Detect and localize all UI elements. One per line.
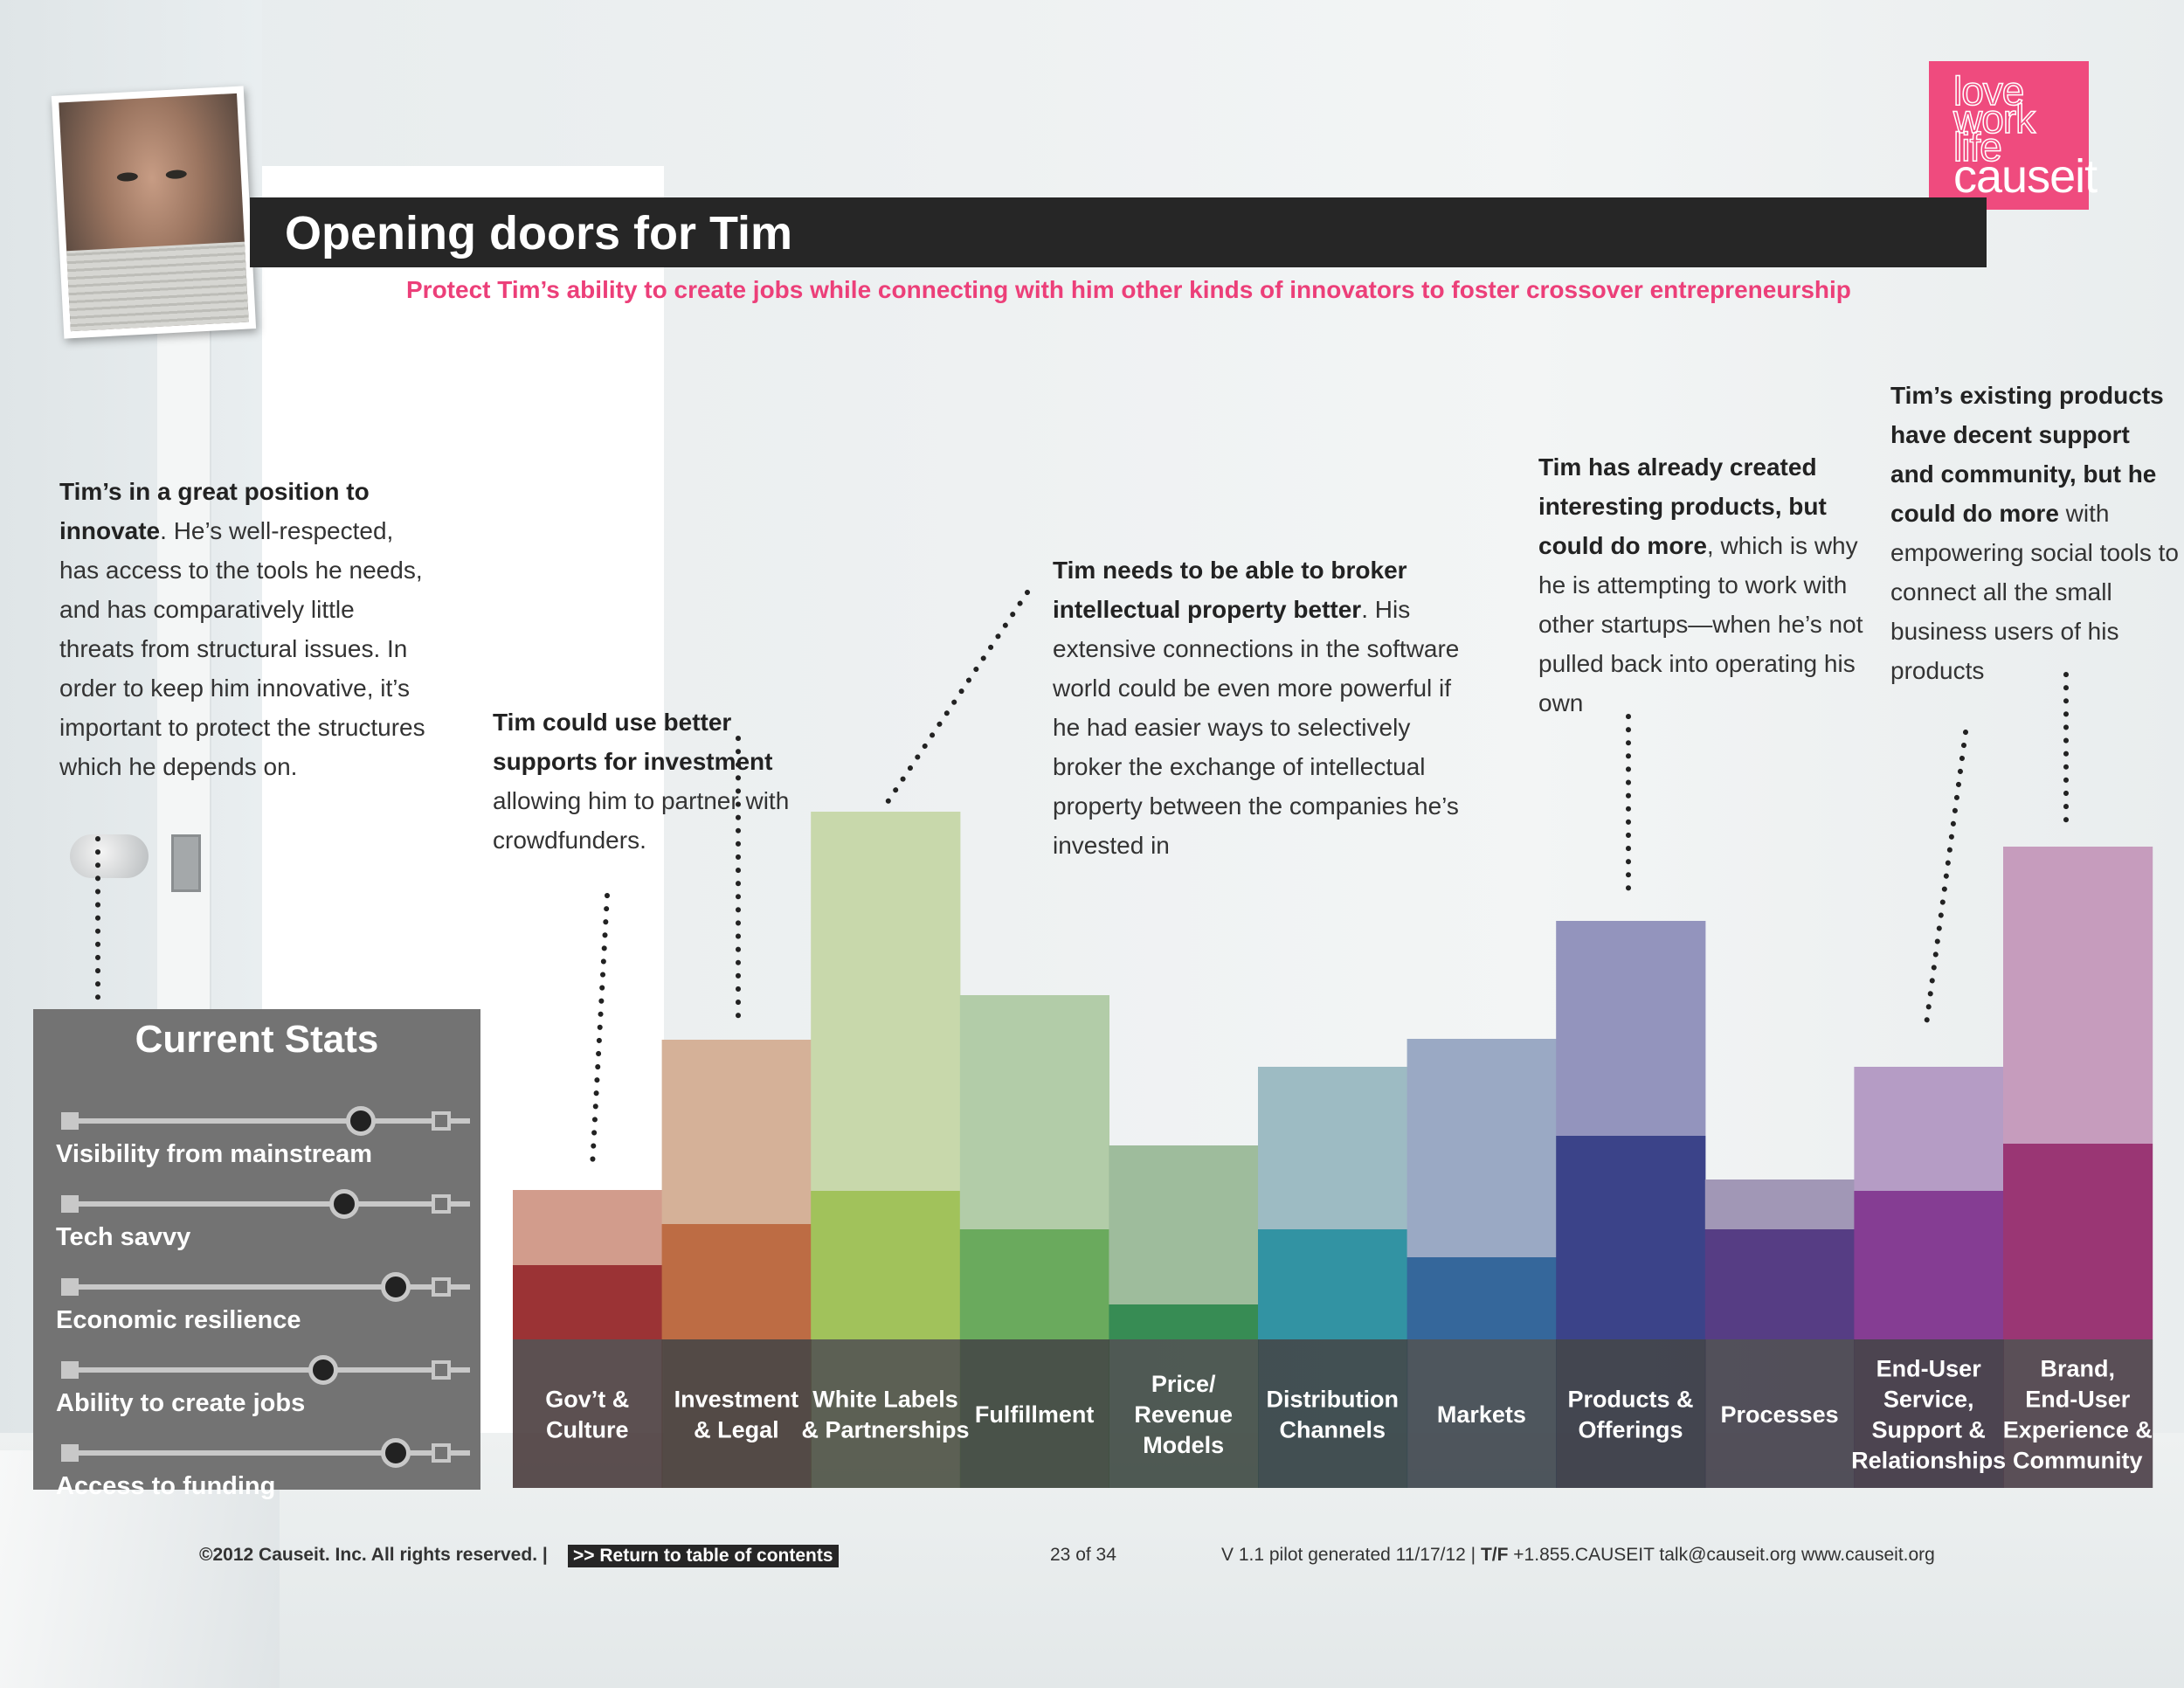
- page-title: Opening doors for Tim: [285, 207, 793, 259]
- category-cell-tint: [513, 1339, 663, 1488]
- category-cell-tint: [959, 1339, 1109, 1488]
- category-label: Distribution Channels: [1267, 1387, 1399, 1443]
- note-products: Tim has already created interesting prod…: [1538, 453, 1863, 716]
- bar-potential: [1406, 1039, 1557, 1257]
- stat-slider-knob[interactable]: [328, 1189, 359, 1219]
- stat-row: Visibility from mainstream: [33, 1091, 480, 1173]
- leader-line: [1923, 730, 1968, 1034]
- stat-row: Ability to create jobs: [33, 1340, 480, 1422]
- category-cell: [959, 1339, 1109, 1488]
- category-label: Investment & Legal: [674, 1387, 799, 1443]
- stat-label: Visibility from mainstream: [56, 1140, 373, 1168]
- stat-slider-knob[interactable]: [380, 1272, 411, 1302]
- bar-potential: [661, 1040, 812, 1224]
- stat-slider-knob[interactable]: [346, 1106, 377, 1136]
- page-subtitle: Protect Tim’s ability to create jobs whi…: [406, 276, 1851, 303]
- bar-current: [513, 1265, 663, 1339]
- category-cell-tint: [1109, 1339, 1259, 1488]
- leader-line: [590, 893, 610, 1169]
- category-cell: [513, 1339, 663, 1488]
- bar-potential: [2003, 847, 2153, 1144]
- stat-row: Access to funding: [33, 1423, 480, 1505]
- bar-current: [661, 1224, 812, 1339]
- leader-line: [885, 590, 1030, 805]
- category-cell: [1109, 1339, 1259, 1488]
- bar-current: [811, 1191, 961, 1339]
- category-cell: [1406, 1339, 1557, 1488]
- footer-copyright: ©2012 Causeit. Inc. All rights reserved.…: [199, 1545, 548, 1565]
- bar-current: [1704, 1229, 1855, 1339]
- stat-label: Ability to create jobs: [56, 1389, 306, 1417]
- stat-label: Tech savvy: [56, 1223, 191, 1251]
- category-cell-tint: [1704, 1339, 1855, 1488]
- category-cell: [1854, 1339, 2004, 1488]
- door-latch-icon: [171, 834, 201, 892]
- bar-potential: [1556, 921, 1706, 1136]
- category-label: White Labels & Partnerships: [801, 1387, 969, 1443]
- stat-label: Economic resilience: [56, 1306, 301, 1334]
- category-label: Brand, End-User Experience & Community: [2003, 1356, 2153, 1474]
- category-cell-tint: [2003, 1339, 2153, 1488]
- bar-potential: [513, 1190, 663, 1265]
- bar-current: [1258, 1229, 1408, 1339]
- category-label: End-User Service, Support & Relationships: [1851, 1356, 2006, 1474]
- category-cell: [1704, 1339, 1855, 1488]
- bar-potential: [811, 812, 961, 1191]
- door-handle-icon: [70, 834, 149, 878]
- note-support: Tim’s existing products have decent supp…: [1890, 382, 2179, 684]
- category-cell: [811, 1339, 961, 1488]
- category-cell-tint: [661, 1339, 812, 1488]
- category-label: Price/Revenue Models: [1134, 1371, 1233, 1458]
- causeit-logo[interactable]: love work life causeit: [1929, 61, 2098, 210]
- category-label: Fulfillment: [975, 1401, 1095, 1428]
- bar-current: [1406, 1257, 1557, 1339]
- category-cell: [1258, 1339, 1408, 1488]
- bar-current: [1854, 1191, 2004, 1339]
- category-cell: [2003, 1339, 2153, 1488]
- bar-potential: [1258, 1067, 1408, 1229]
- stat-slider-knob[interactable]: [380, 1438, 411, 1468]
- bar-potential: [959, 995, 1109, 1229]
- bar-current: [1109, 1304, 1259, 1339]
- category-cell-tint: [1854, 1339, 2004, 1488]
- bar-current: [1556, 1136, 1706, 1339]
- stat-label: Access to funding: [56, 1472, 276, 1500]
- note-intellectual-property: Tim needs to be able to broker intellect…: [1053, 557, 1460, 859]
- title-bar: Opening doors for Tim: [250, 197, 1987, 267]
- bar-potential: [1704, 1180, 1855, 1229]
- stat-slider-knob[interactable]: [308, 1355, 339, 1385]
- category-label: Products & Offerings: [1567, 1387, 1693, 1443]
- door-leaf: [0, 1450, 280, 1688]
- category-cell-tint: [1258, 1339, 1408, 1488]
- category-cell-tint: [1556, 1339, 1706, 1488]
- category-cell: [1556, 1339, 1706, 1488]
- footer-version: V 1.1 pilot generated 11/17/12 | T/F +1.…: [1221, 1545, 1935, 1565]
- bar-current: [2003, 1144, 2153, 1339]
- stat-row: Economic resilience: [33, 1257, 480, 1339]
- category-label: Markets: [1437, 1401, 1526, 1428]
- bar-potential: [1109, 1145, 1259, 1304]
- bar-current: [959, 1229, 1109, 1339]
- note-innovate: Tim’s in a great position to innovate. H…: [59, 478, 425, 780]
- category-label: Gov’t & Culture: [545, 1387, 629, 1443]
- return-to-contents-link[interactable]: >> Return to table of contents: [568, 1545, 839, 1567]
- category-cell: [661, 1339, 812, 1488]
- bar-potential: [1854, 1067, 2004, 1191]
- category-label: Processes: [1721, 1401, 1839, 1428]
- current-stats-panel: Current Stats Visibility from mainstream…: [33, 1009, 480, 1500]
- stats-title: Current Stats: [135, 1018, 379, 1061]
- stat-row: Tech savvy: [33, 1174, 480, 1256]
- category-cell-tint: [811, 1339, 961, 1488]
- page-number: 23 of 34: [1050, 1545, 1116, 1565]
- category-cell-tint: [1406, 1339, 1557, 1488]
